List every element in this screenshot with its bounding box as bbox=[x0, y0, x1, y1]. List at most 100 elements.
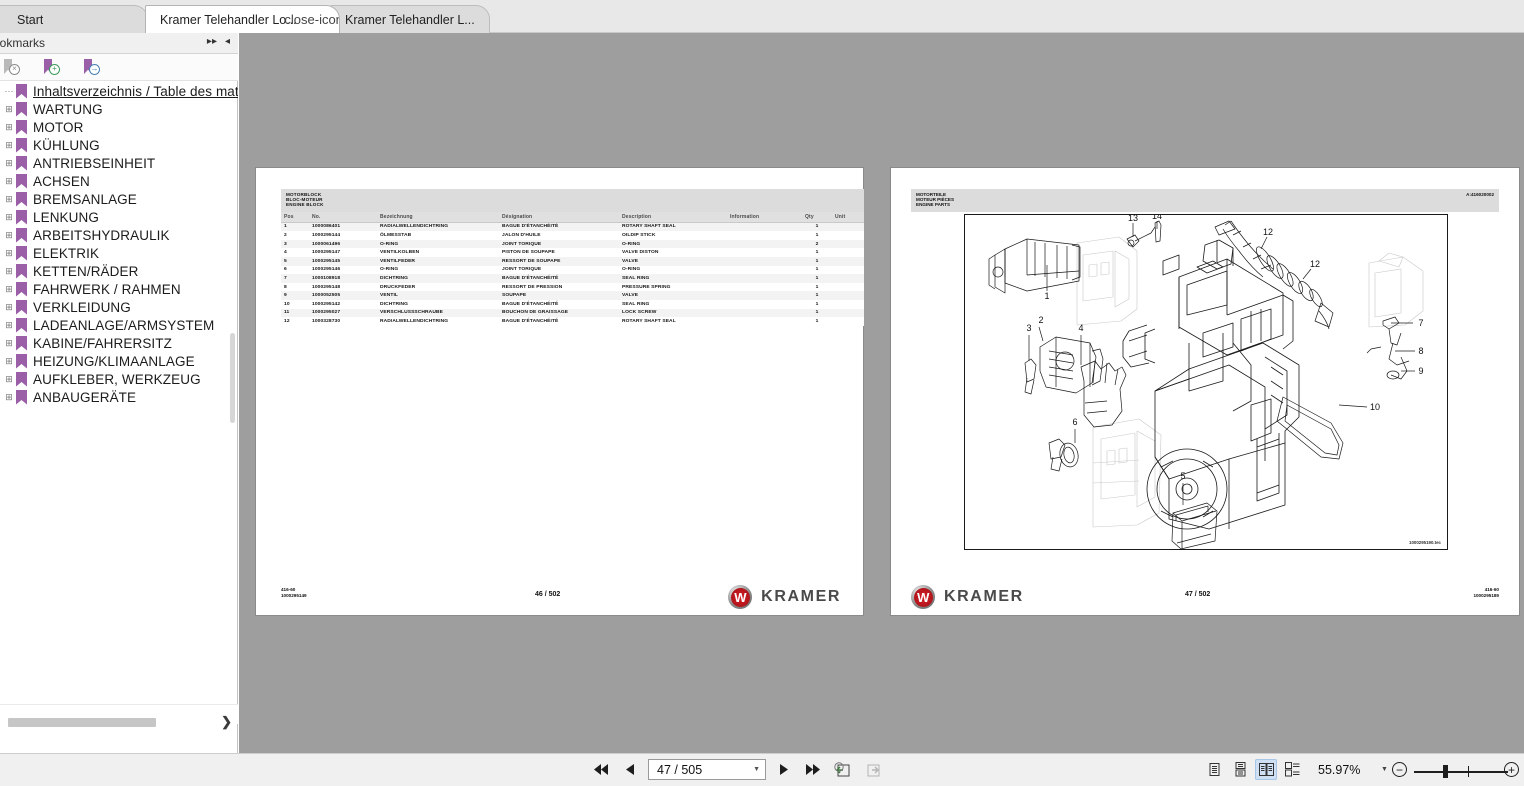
bookmark-item[interactable]: ⊞ BREMSANLAGE bbox=[0, 190, 238, 208]
table-cell: OILDIP STICK bbox=[622, 233, 656, 238]
table-row[interactable]: 2 1000295144 ÖLMESSTAB JALON D'HUILE OILDIP … bbox=[281, 231, 864, 240]
prev-view-icon[interactable] bbox=[831, 759, 853, 780]
zoom-out-button[interactable]: − bbox=[1392, 762, 1407, 777]
expand-toggle-icon[interactable]: ⊞ bbox=[5, 103, 13, 114]
expand-toggle-icon[interactable]: ⊞ bbox=[5, 157, 13, 168]
bookmark-list[interactable]: ··· Inhaltsverzeichnis / Table des matièr… bbox=[0, 82, 238, 737]
prev-page-icon[interactable] bbox=[620, 759, 639, 780]
expand-toggle-icon[interactable]: ⊞ bbox=[5, 301, 13, 312]
table-cell: RESSORT DE SOUPAPE bbox=[502, 258, 561, 264]
bookmark-item[interactable]: ⊞ ARBEITSHYDRAULIK bbox=[0, 226, 238, 244]
expand-toggle-icon[interactable]: ⊞ bbox=[5, 193, 13, 204]
table-cell: BAGUE D'ÉTANCHÉITÉ bbox=[502, 318, 559, 324]
scroll-right-icon[interactable]: ❯ bbox=[221, 714, 232, 729]
table-row[interactable]: 5 1000295145 VENTILFEDER RESSORT DE SOUPAPE… bbox=[281, 256, 864, 266]
bookmark-item[interactable]: ⊞ KETTEN/RÄDER bbox=[0, 262, 238, 280]
expand-toggle-icon[interactable]: ⊞ bbox=[5, 211, 13, 222]
bookmark-item[interactable]: ⊞ ANBAUGERÄTE bbox=[0, 388, 238, 406]
collapse-panel-icon[interactable]: ◂ bbox=[224, 36, 230, 47]
scrollbar-thumb[interactable] bbox=[8, 718, 156, 727]
bookmark-goto-icon[interactable]: → bbox=[81, 58, 101, 76]
pdf-viewer-canvas[interactable]: MOTORBLOCK BLOC-MOTEUR ENGINE BLOCK Pos N… bbox=[239, 33, 1524, 753]
table-row[interactable]: 11 1000295027 VERSCHLUSSSCHRAUBE BOUCHON DE… bbox=[281, 308, 864, 318]
table-row[interactable]: 3 1000061496 O-RING JOINT TORIQUE O-RING 2 bbox=[281, 239, 864, 249]
table-cell: SEAL RING bbox=[622, 275, 650, 281]
table-row[interactable]: 12 1000328730 RADIALWELLENDICHTRING BAGUE D… bbox=[281, 317, 864, 326]
table-cell bbox=[832, 240, 864, 249]
tab-start[interactable]: Start bbox=[0, 5, 148, 33]
table-row[interactable]: 1 1000086401 RADIALWELLENDICHTRING BAGUE D'… bbox=[281, 222, 864, 232]
bookmark-item[interactable]: ⊞ WARTUNG bbox=[0, 100, 238, 118]
table-row[interactable]: 9 1000052505 VENTIL SOUPAPE VALVE 1 bbox=[281, 291, 864, 300]
next-page-icon[interactable] bbox=[775, 759, 794, 780]
expand-toggle-icon[interactable]: ⊞ bbox=[5, 265, 13, 276]
expand-toggle-icon[interactable]: ⊞ bbox=[5, 391, 13, 402]
table-cell: JOINT TORIQUE bbox=[502, 267, 542, 273]
zoom-in-button[interactable]: + bbox=[1504, 762, 1519, 777]
table-row[interactable]: 7 1000108918 DICHTRING BAGUE D'ÉTANCHÉITÉ SE… bbox=[281, 274, 864, 283]
expand-toggle-icon[interactable]: ⊞ bbox=[5, 319, 13, 330]
last-page-icon[interactable] bbox=[803, 759, 822, 780]
table-cell: 12 bbox=[284, 318, 290, 324]
table-cell bbox=[832, 266, 864, 275]
parts-table: Pos No. Bezeichnung Désignation Description I… bbox=[281, 211, 864, 326]
zoom-out-icon: − bbox=[1392, 762, 1407, 777]
view-single-page[interactable] bbox=[1203, 759, 1225, 780]
expand-toggle-icon[interactable]: ⊞ bbox=[5, 139, 13, 150]
table-cell: 1 bbox=[284, 224, 287, 230]
zoom-slider-track[interactable] bbox=[1414, 771, 1508, 773]
table-cell: 4 bbox=[284, 250, 287, 256]
table-header-row: Pos No. Bezeichnung Désignation Description I… bbox=[281, 211, 864, 223]
bookmark-item[interactable]: ⊞ ANTRIEBSEINHEIT bbox=[0, 154, 238, 172]
bookmark-item[interactable]: ··· Inhaltsverzeichnis / Table des matièr… bbox=[0, 82, 238, 100]
zoom-dropdown-icon[interactable]: ▼ bbox=[1381, 766, 1388, 773]
next-view-icon[interactable] bbox=[862, 759, 884, 780]
bookmark-item[interactable]: ⊞ LADEANLAGE/ARMSYSTEM bbox=[0, 316, 238, 334]
bookmark-item[interactable]: ⊞ MOTOR bbox=[0, 118, 238, 136]
zoom-slider-tick bbox=[1468, 766, 1469, 777]
table-row[interactable]: 6 1000295146 O-RING JOINT TORIQUE O-RING 1 bbox=[281, 265, 864, 275]
bookmark-item[interactable]: ⊞ FAHRWERK / RAHMEN bbox=[0, 280, 238, 298]
bookmark-item[interactable]: ⊞ VERKLEIDUNG bbox=[0, 298, 238, 316]
table-row[interactable]: 8 1000295148 DRUCKFEDER RESSORT DE PRESSION… bbox=[281, 282, 864, 292]
view-continuous[interactable] bbox=[1229, 759, 1251, 780]
bookmark-delete-icon[interactable]: × bbox=[1, 58, 21, 76]
leaf-marker-icon: ··· bbox=[4, 85, 14, 96]
table-cell: VENTILFEDER bbox=[380, 258, 416, 264]
bookmark-add-icon[interactable]: + bbox=[41, 58, 61, 76]
column-header: Désignation bbox=[499, 211, 619, 223]
expand-toggle-icon[interactable]: ⊞ bbox=[5, 247, 13, 258]
close-icon[interactable]: close-icon bbox=[284, 12, 340, 27]
first-page-icon[interactable] bbox=[592, 759, 611, 780]
view-two-page[interactable] bbox=[1255, 759, 1277, 780]
table-cell: 1 bbox=[815, 318, 819, 324]
expand-panel-icon[interactable]: ▸▸ bbox=[206, 36, 217, 47]
bookmark-item[interactable]: ⊞ LENKUNG bbox=[0, 208, 238, 226]
tab-kramer-telehandler-1[interactable]: Kramer Telehandler Lo... close-icon bbox=[145, 5, 340, 33]
bookmark-item[interactable]: ⊞ AUFKLEBER, WERKZEUG bbox=[0, 370, 238, 388]
expand-toggle-icon[interactable]: ⊞ bbox=[5, 337, 13, 348]
bookmark-item[interactable]: ⊞ ELEKTRIK bbox=[0, 244, 238, 262]
bookmark-item[interactable]: ⊞ HEIZUNG/KLIMAANLAGE bbox=[0, 352, 238, 370]
table-row[interactable]: 10 1000295142 DICHTRING BAGUE D'ÉTANCHÉITÉ S… bbox=[281, 299, 864, 309]
footer-code-line2: 1000295149 bbox=[281, 593, 307, 598]
expand-toggle-icon[interactable]: ⊞ bbox=[5, 121, 13, 132]
expand-toggle-icon[interactable]: ⊞ bbox=[5, 355, 13, 366]
bookmark-item[interactable]: ⊞ ACHSEN bbox=[0, 172, 238, 190]
expand-toggle-icon[interactable]: ⊞ bbox=[5, 175, 13, 186]
bookmark-item[interactable]: ⊞ KÜHLUNG bbox=[0, 136, 238, 154]
view-two-page-continuous[interactable] bbox=[1281, 759, 1303, 780]
column-header: Information bbox=[727, 211, 802, 223]
table-row[interactable]: 4 1000295147 VENTILKOLBEN PISTON DE SOUPAPE… bbox=[281, 248, 864, 257]
browser-tab-bar: Start Kramer Telehandler L... Kramer Tel… bbox=[0, 0, 1524, 33]
zoom-slider-handle[interactable] bbox=[1443, 765, 1448, 778]
expand-toggle-icon[interactable]: ⊞ bbox=[5, 373, 13, 384]
tab-kramer-telehandler-2[interactable]: Kramer Telehandler L... bbox=[330, 5, 490, 33]
sidebar-horizontal-scrollbar[interactable]: ❯ bbox=[0, 704, 238, 729]
sidebar-vertical-scrollbar[interactable] bbox=[230, 333, 235, 423]
page-number-select[interactable]: 47 / 505 ▼ bbox=[648, 759, 766, 780]
expand-toggle-icon[interactable]: ⊞ bbox=[5, 283, 13, 294]
table-cell bbox=[832, 257, 864, 266]
bookmark-item[interactable]: ⊞ KABINE/FAHRERSITZ bbox=[0, 334, 238, 352]
expand-toggle-icon[interactable]: ⊞ bbox=[5, 229, 13, 240]
